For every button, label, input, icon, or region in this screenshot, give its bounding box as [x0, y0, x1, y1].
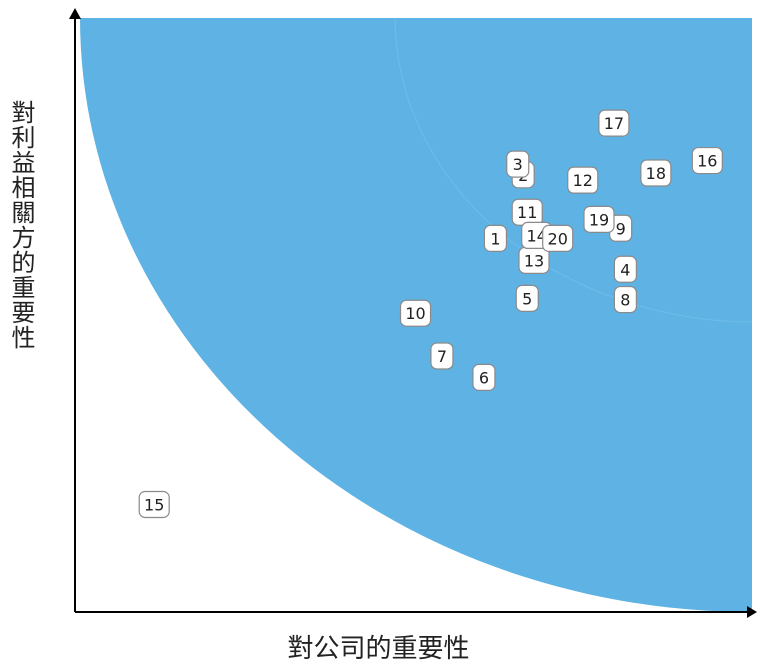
point-box	[598, 109, 630, 137]
data-point-8: 8	[613, 285, 638, 314]
data-point-18: 18	[640, 159, 672, 187]
point-label: 15	[144, 495, 164, 514]
point-label: 14	[527, 226, 547, 245]
point-box	[506, 150, 530, 178]
point-box	[483, 224, 508, 252]
point-box	[542, 224, 574, 252]
point-label: 18	[646, 164, 666, 183]
data-point-5: 5	[515, 284, 539, 312]
point-box	[567, 166, 599, 194]
data-point-3: 3	[506, 150, 530, 178]
point-label: 17	[604, 114, 624, 133]
point-label: 7	[437, 347, 447, 366]
point-label: 19	[589, 210, 609, 229]
data-point-1: 1	[483, 224, 508, 252]
data-point-17: 17	[598, 109, 630, 137]
y-axis-label: 對利益相關方的重要性	[7, 100, 35, 350]
point-label: 3	[513, 155, 523, 174]
point-box	[399, 299, 432, 327]
data-point-13: 13	[518, 246, 550, 274]
data-point-12: 12	[567, 166, 599, 194]
data-point-4: 4	[613, 255, 638, 283]
data-point-11: 11	[511, 198, 543, 226]
data-point-7: 7	[430, 342, 454, 370]
point-label: 6	[479, 368, 489, 387]
point-label: 4	[620, 260, 630, 279]
point-box	[613, 285, 638, 314]
point-box	[515, 284, 539, 312]
point-box	[472, 363, 496, 391]
y-axis-arrow	[69, 8, 81, 19]
data-point-20: 20	[542, 224, 574, 252]
point-label: 13	[524, 251, 544, 270]
point-box	[613, 255, 638, 283]
point-label: 16	[697, 152, 717, 171]
point-label: 8	[620, 291, 630, 310]
data-point-19: 19	[583, 205, 615, 233]
x-axis-label: 對公司的重要性	[287, 634, 470, 664]
data-point-6: 6	[472, 363, 496, 391]
point-label: 5	[522, 289, 532, 308]
x-axis-arrow	[747, 606, 757, 618]
point-label: 20	[548, 229, 568, 248]
point-label: 1	[490, 229, 500, 248]
point-box	[583, 205, 615, 233]
data-point-16: 16	[691, 146, 723, 175]
point-label: 9	[616, 219, 626, 238]
point-label: 11	[517, 203, 537, 222]
data-point-10: 10	[399, 299, 432, 327]
point-box	[430, 342, 454, 370]
point-box	[138, 490, 170, 519]
data-point-15: 15	[138, 490, 170, 519]
point-label: 12	[573, 171, 593, 190]
point-box	[691, 146, 723, 175]
point-box	[640, 159, 672, 187]
point-label: 10	[405, 304, 425, 323]
